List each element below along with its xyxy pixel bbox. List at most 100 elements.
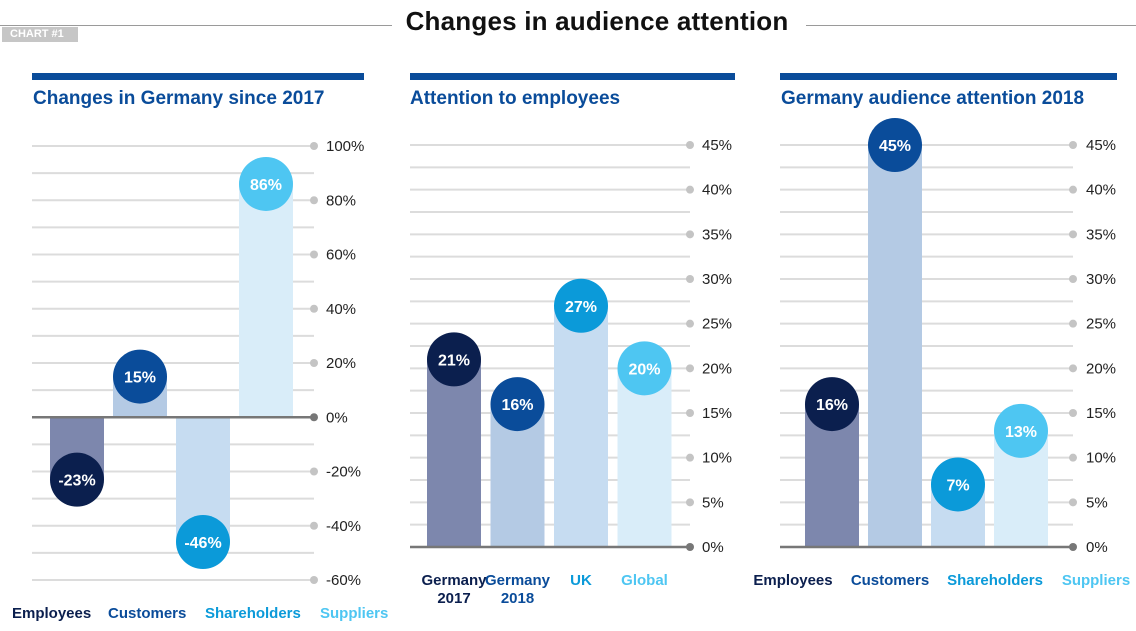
ytick-label: 20%	[1086, 360, 1116, 377]
bar-global	[617, 368, 672, 547]
ytick-label: 60%	[326, 247, 356, 264]
ytick-label: 10%	[702, 450, 732, 467]
ytick-label: 25%	[702, 316, 732, 333]
ytick-marker	[686, 364, 694, 373]
ytick-label: -40%	[326, 518, 361, 535]
ytick-label: 40%	[702, 182, 732, 199]
ytick-marker	[1069, 409, 1077, 417]
value-label: 20%	[628, 361, 660, 378]
panel1-title: Changes in Germany since 2017	[33, 88, 325, 109]
ytick-label: 30%	[1086, 271, 1116, 288]
ytick-label: -20%	[326, 464, 361, 481]
ytick-marker	[310, 413, 318, 422]
value-badge	[113, 349, 167, 404]
category-label: Shareholders	[947, 572, 1043, 589]
panel3-accent-bar	[780, 73, 1117, 80]
chart-badge: CHART #1	[2, 27, 78, 42]
ytick-label: 5%	[1086, 494, 1108, 511]
value-label: 16%	[501, 397, 533, 414]
ytick-marker	[1069, 498, 1077, 507]
legend-suppliers: Suppliers	[320, 605, 389, 622]
value-badge	[868, 118, 922, 172]
category-label: Global	[621, 572, 668, 589]
ytick-label: 30%	[702, 271, 732, 288]
bar-customers	[113, 376, 167, 418]
value-label: 13%	[1005, 424, 1037, 441]
ytick-label: 5%	[702, 494, 724, 511]
category-label: 2018	[501, 590, 534, 607]
value-badge	[554, 278, 608, 333]
ytick-marker	[1069, 141, 1077, 149]
ytick-label: 20%	[702, 360, 732, 377]
ytick-label: 0%	[702, 539, 724, 556]
ytick-marker	[310, 359, 318, 367]
bar-customers	[868, 145, 922, 547]
ytick-label: 20%	[326, 355, 356, 372]
value-badge	[931, 457, 985, 512]
ytick-marker	[310, 521, 318, 530]
value-badge	[805, 377, 859, 432]
bar-employees	[805, 404, 859, 547]
category-label: Germany	[485, 572, 551, 589]
legend-shareholders: Shareholders	[205, 605, 301, 622]
value-label: 45%	[879, 138, 911, 155]
ytick-label: 25%	[1086, 316, 1116, 333]
ytick-label: 80%	[326, 192, 356, 209]
value-badge	[239, 156, 293, 211]
value-label: -23%	[58, 473, 95, 490]
value-badge	[994, 403, 1048, 458]
ytick-label: 100%	[326, 138, 364, 155]
bar-germany-2017	[427, 359, 481, 547]
ytick-label: 0%	[1086, 539, 1108, 556]
category-label: Employees	[753, 572, 832, 589]
header-rule-left	[0, 25, 392, 26]
bar-suppliers	[994, 430, 1048, 547]
ytick-label: 45%	[1086, 137, 1116, 154]
value-label: 27%	[565, 299, 597, 316]
category-label: Germany	[421, 572, 487, 589]
category-label: 2017	[437, 590, 470, 607]
bar-shareholders	[931, 484, 985, 547]
value-label: 16%	[816, 397, 848, 414]
panel2-title: Attention to employees	[410, 88, 621, 109]
ytick-marker	[686, 453, 694, 462]
bar-germany-2018	[490, 404, 545, 547]
ytick-marker	[1069, 543, 1077, 551]
header-rule-right	[806, 25, 1136, 26]
ytick-marker	[686, 230, 694, 239]
ytick-marker	[310, 196, 318, 205]
value-label: -46%	[184, 535, 221, 552]
value-badge	[617, 341, 672, 396]
ytick-label: 35%	[702, 226, 732, 243]
ytick-label: 10%	[1086, 450, 1116, 467]
value-badge	[490, 377, 545, 432]
bar-suppliers	[239, 183, 293, 418]
ytick-marker	[686, 275, 694, 283]
value-label: 21%	[438, 352, 470, 369]
value-badge	[176, 515, 230, 570]
ytick-marker	[310, 142, 318, 150]
ytick-label: 40%	[326, 301, 356, 318]
ytick-marker	[310, 576, 318, 584]
ytick-marker	[1069, 319, 1077, 328]
ytick-label: 45%	[702, 137, 732, 154]
category-label: Customers	[851, 572, 929, 589]
ytick-marker	[1069, 275, 1077, 283]
ytick-label: 0%	[326, 409, 348, 426]
ytick-label: 15%	[1086, 405, 1116, 422]
ytick-marker	[686, 543, 694, 551]
page-title: Changes in audience attention	[405, 6, 789, 36]
ytick-marker	[1069, 364, 1077, 373]
panel3-title: Germany audience attention 2018	[781, 88, 1085, 109]
ytick-marker	[1069, 230, 1077, 239]
ytick-marker	[1069, 185, 1077, 194]
value-badge	[50, 452, 104, 507]
ytick-label: 15%	[702, 405, 732, 422]
ytick-marker	[310, 250, 318, 259]
ytick-marker	[686, 319, 694, 328]
ytick-marker	[310, 467, 318, 476]
ytick-marker	[310, 304, 318, 313]
category-label: Suppliers	[1062, 572, 1130, 589]
bar-employees	[50, 417, 104, 480]
legend-employees: Employees	[12, 605, 92, 622]
